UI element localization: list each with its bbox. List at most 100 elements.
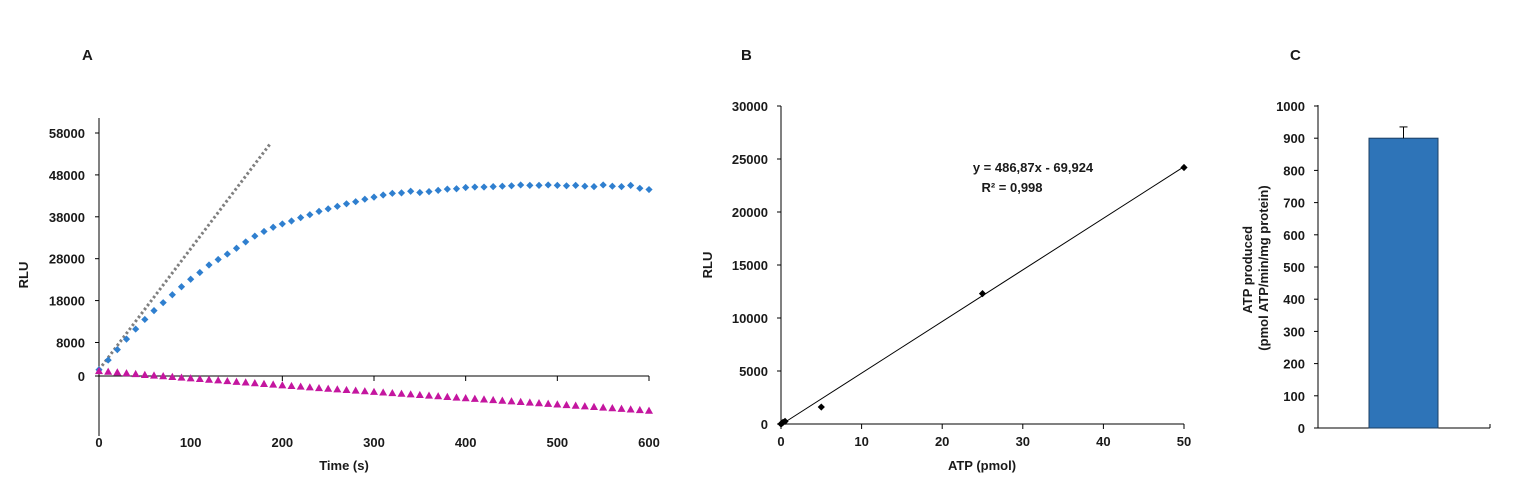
panel-a-magenta-point xyxy=(617,404,626,412)
panel-a-magenta-point xyxy=(241,378,250,386)
panel-a-blue-point xyxy=(407,187,415,195)
panel-a-magenta-point xyxy=(131,369,140,378)
panel-b-y-tick-label: 25000 xyxy=(732,152,768,167)
panel-c-y-tick-label: 1000 xyxy=(1276,99,1305,114)
panel-a-y-tick-label: 38000 xyxy=(49,210,85,225)
panel-a-blue-point xyxy=(425,188,433,196)
panel-b-y-axis-label: RLU xyxy=(700,252,715,279)
panel-a-blue-point xyxy=(553,181,561,189)
panel-a-y-ticks: 0 8000 18000 28000 38000 48000 58000 xyxy=(49,126,99,384)
panel-a-magenta-point xyxy=(250,379,259,387)
panel-c-y-tick-label: 0 xyxy=(1298,421,1305,436)
panel-a-magenta-point xyxy=(296,382,305,390)
panel-a-magenta-point xyxy=(333,385,342,393)
panel-a-magenta-point xyxy=(507,397,516,405)
panel-a-y-tick-label: 58000 xyxy=(49,126,85,141)
panel-a-blue-point xyxy=(608,182,616,190)
panel-b-y-tick-label: 30000 xyxy=(732,99,768,114)
panel-a-marks xyxy=(95,142,653,414)
panel-a-blue-point xyxy=(526,181,534,189)
panel-a-magenta-point xyxy=(516,397,525,405)
panel-a-blue-point xyxy=(196,268,204,277)
panel-a-x-tick-label: 500 xyxy=(546,435,568,450)
panel-a-magenta-point xyxy=(305,383,314,391)
panel-a-blue-point xyxy=(132,325,140,333)
panel-b-y-tick-label: 10000 xyxy=(732,311,768,326)
panel-a-blue-point xyxy=(260,227,268,236)
panel-a-magenta-point xyxy=(470,394,479,402)
panel-a-x-ticks: 0 100 200 300 400 500 600 xyxy=(95,376,660,450)
panel-a-blue-point xyxy=(297,214,305,222)
panel-a-magenta-point xyxy=(269,380,278,388)
panel-a-blue-point xyxy=(617,183,626,191)
panel-a-y-tick-label: 0 xyxy=(78,369,85,384)
panel-a-x-tick-label: 400 xyxy=(455,435,477,450)
panel-a-blue-point xyxy=(572,181,580,189)
panel-a-blue-point xyxy=(150,307,158,315)
panel-a-blue-point xyxy=(397,189,406,197)
panel-a-magenta-point xyxy=(360,387,369,395)
panel-a-blue-point xyxy=(590,183,598,191)
panel-a-blue-point xyxy=(251,232,259,240)
panel-a-blue-point xyxy=(214,255,222,264)
panel-a-magenta-point xyxy=(580,402,589,410)
panel-c-y-tick-label: 700 xyxy=(1283,196,1305,211)
panel-a-magenta-point xyxy=(425,391,433,399)
panel-a-magenta-point xyxy=(122,369,131,377)
panel-c-marks xyxy=(1368,126,1439,429)
panel-a-magenta-point xyxy=(324,384,333,392)
panel-c-y-tick-label: 900 xyxy=(1283,131,1305,146)
panel-a-blue-point xyxy=(498,182,506,190)
panel-a-magenta-point xyxy=(535,399,543,407)
panel-a-magenta-point xyxy=(351,386,360,394)
panel-a-blue-point xyxy=(562,182,571,190)
panel-b-point xyxy=(817,403,825,411)
panel-a-letter: A xyxy=(82,47,93,64)
panel-b-y-tick-label: 20000 xyxy=(732,205,768,220)
panel-a-magenta-point xyxy=(571,401,580,409)
panel-a-blue-point xyxy=(278,220,286,228)
panel-a-blue-point xyxy=(306,211,314,219)
panel-a-magenta-point xyxy=(544,399,553,407)
panel-a-magenta-point xyxy=(489,395,498,404)
panel-a-magenta-point xyxy=(608,404,617,412)
panel-a-blue-point xyxy=(168,291,176,299)
panel-a-blue-point xyxy=(388,189,396,197)
panel-c: C 0 100 200 300 400 500 600 700 800 900 1000 ATP p… xyxy=(1240,47,1491,436)
panel-a-magenta-point xyxy=(406,390,415,398)
panel-a-blue-point xyxy=(104,356,112,364)
panel-a-magenta-point xyxy=(205,375,213,383)
panel-a-blue-point xyxy=(333,202,341,210)
panel-a-x-tick-label: 300 xyxy=(363,435,385,450)
panel-a-blue-point xyxy=(452,185,461,193)
panel-a-x-axis-label: Time (s) xyxy=(319,458,369,473)
panel-a-magenta-point xyxy=(461,393,470,402)
panel-a-blue-point xyxy=(462,183,470,192)
panel-a-x-tick-label: 0 xyxy=(95,435,102,450)
panel-a-y-tick-label: 8000 xyxy=(56,335,85,350)
panel-c-y-tick-label: 500 xyxy=(1283,260,1305,275)
panel-b-y-tick-label: 5000 xyxy=(739,364,768,379)
panel-a-blue-point xyxy=(269,223,277,231)
panel-b-point xyxy=(1180,163,1188,172)
panel-a-blue-point xyxy=(627,181,635,189)
panel-a-blue-point xyxy=(370,193,378,201)
panel-c-y-ticks: 0 100 200 300 400 500 600 700 800 900 1000 xyxy=(1276,99,1318,436)
panel-a-y-tick-label: 18000 xyxy=(49,294,85,309)
panel-a-magenta-point xyxy=(434,392,443,400)
panel-c-y-tick-label: 400 xyxy=(1283,292,1305,307)
panel-a-magenta-point xyxy=(223,376,232,385)
panel-a-blue-point xyxy=(223,250,231,258)
panel-b-x-ticks: 0 10 20 30 40 50 xyxy=(777,424,1191,449)
panel-a-x-tick-label: 600 xyxy=(638,435,660,450)
panel-a-blue-point xyxy=(507,182,516,190)
panel-b-y-ticks: 0 5000 10000 15000 20000 25000 30000 xyxy=(732,99,781,432)
panel-a-magenta-point xyxy=(415,390,424,399)
panel-a-magenta-point xyxy=(287,381,296,390)
panel-a-magenta-point xyxy=(140,370,149,378)
panel-a-blue-point xyxy=(645,185,653,194)
panel-a-dotted-tangent-line xyxy=(97,142,272,371)
panel-c-y-tick-label: 200 xyxy=(1283,357,1305,372)
panel-a-blue-point xyxy=(122,335,131,343)
